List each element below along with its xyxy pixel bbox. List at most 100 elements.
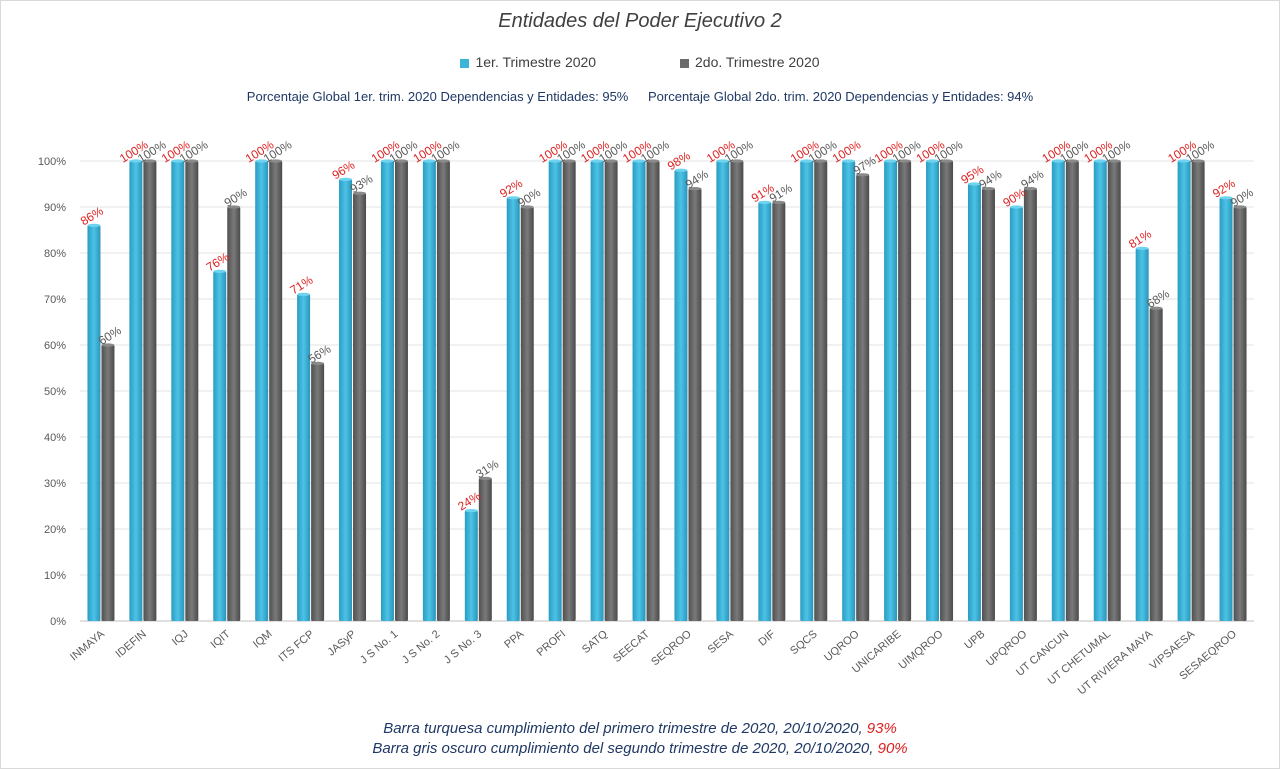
bar-q2 — [688, 188, 702, 621]
bar-q1 — [1051, 161, 1065, 621]
bar-q2 — [1149, 308, 1163, 621]
bar-q2 — [269, 161, 283, 621]
y-axis: 0% 10% 20% 30% 40% 50% 60% 70% 80% 90% 100% — [38, 156, 66, 628]
bar-q1 — [1009, 207, 1023, 621]
bar-q2 — [1023, 188, 1037, 621]
bar-q2-top — [1023, 187, 1037, 191]
bar-q2-top — [185, 159, 199, 163]
footer-line-2-pct: 90% — [877, 740, 908, 757]
bar-q1-top — [632, 159, 646, 163]
bar-q2-top — [353, 191, 367, 195]
legend-label-q2: 2do. Trimestre 2020 — [695, 54, 820, 70]
bar-q1-top — [758, 200, 772, 204]
bar-q2-top — [730, 159, 744, 163]
bar-q1 — [129, 161, 143, 621]
bar-q1-top — [255, 159, 269, 163]
y-tick-label: 30% — [44, 478, 66, 490]
global-q2-text: Porcentaje Global 2do. trim. 2020 Depend… — [648, 89, 1034, 104]
bar-q2-top — [101, 343, 115, 347]
bars — [87, 159, 1247, 622]
bar-q2-top — [604, 159, 618, 163]
bar-q1-top — [716, 159, 730, 163]
bar-q2 — [814, 161, 828, 621]
x-tick-label: IDEFIN — [113, 628, 148, 660]
bar-q2 — [185, 161, 199, 621]
bar-q1 — [213, 271, 227, 621]
x-tick-label: IQJ — [170, 628, 191, 648]
footer-line-1: Barra turquesa cumplimiento del primero … — [0, 720, 1280, 737]
bar-q1 — [800, 161, 814, 621]
legend: 1er. Trimestre 2020 2do. Trimestre 2020 — [0, 54, 1280, 70]
bar-q1 — [548, 161, 562, 621]
bar-q1-top — [1177, 159, 1191, 163]
bar-q1-top — [1051, 159, 1065, 163]
bar-q1-top — [171, 159, 185, 163]
bar-q2 — [1107, 161, 1121, 621]
x-tick-label: ITS FCP — [277, 628, 317, 664]
bar-q1 — [464, 510, 478, 621]
bar-q1-top — [1135, 246, 1149, 250]
bar-q2-top — [688, 187, 702, 191]
global-percentages: Porcentaje Global 1er. trim. 2020 Depend… — [0, 89, 1280, 104]
data-labels: 86%60%100%100%100%100%76%90%100%100%71%5… — [78, 137, 1256, 513]
footer-line-2-text: Barra gris oscuro cumplimiento del segun… — [372, 740, 874, 757]
bar-q1-top — [380, 159, 394, 163]
legend-item-q2: 2do. Trimestre 2020 — [680, 54, 820, 70]
bar-q1-top — [1219, 196, 1233, 200]
bar-q1 — [716, 161, 730, 621]
bar-q2 — [1233, 207, 1247, 621]
bar-q2 — [311, 363, 325, 621]
y-tick-label: 80% — [44, 248, 66, 260]
bar-q2-top — [1065, 159, 1079, 163]
bar-q2 — [940, 161, 954, 621]
bar-q1 — [590, 161, 604, 621]
bar-q1-top — [297, 292, 311, 296]
x-tick-label: IQIT — [209, 628, 233, 651]
x-tick-label: UT RIVIERA MAYA — [1076, 628, 1156, 698]
x-tick-label: PPA — [502, 628, 526, 651]
bar-q1-top — [674, 168, 688, 172]
bar-q1 — [87, 225, 101, 621]
bar-q1 — [967, 184, 981, 621]
bar-q1 — [506, 197, 520, 622]
x-tick-label: SATQ — [580, 628, 610, 656]
bar-q2-top — [269, 159, 283, 163]
bar-q2-top — [1233, 205, 1247, 209]
bar-q2-top — [143, 159, 157, 163]
bar-q2 — [520, 207, 534, 621]
bar-q2-top — [814, 159, 828, 163]
legend-swatch-q1 — [460, 58, 470, 68]
bar-q1-top — [422, 159, 436, 163]
bar-q2-top — [1107, 159, 1121, 163]
bar-q2 — [981, 188, 995, 621]
bar-q1-top — [464, 509, 478, 513]
bar-q1 — [171, 161, 185, 621]
x-tick-label: SESA — [706, 628, 737, 656]
bar-q1 — [1219, 197, 1233, 622]
bar-q1-top — [884, 159, 898, 163]
bar-q1 — [380, 161, 394, 621]
x-axis: INMAYA IDEFIN IQJ IQIT IQM ITS FCP JASyP J S No… — [68, 628, 1239, 698]
bar-q2 — [227, 207, 241, 621]
bar-q1-top — [842, 159, 856, 163]
bar-q2-top — [856, 173, 870, 177]
x-tick-label: J S No. 3 — [442, 628, 484, 666]
bar-q2-top — [1149, 306, 1163, 310]
bar-q2 — [436, 161, 450, 621]
bar-q1-top — [926, 159, 940, 163]
bar-q2 — [562, 161, 576, 621]
bar-q1 — [674, 170, 688, 621]
bar-q2 — [772, 202, 786, 621]
bar-q1-top — [548, 159, 562, 163]
footer-line-1-text: Barra turquesa cumplimiento del primero … — [383, 720, 863, 737]
y-tick-label: 20% — [44, 524, 66, 536]
bar-q2 — [856, 174, 870, 622]
bar-q2-top — [898, 159, 912, 163]
bar-q2 — [1191, 161, 1205, 621]
chart-title: Entidades del Poder Ejecutivo 2 — [498, 10, 782, 32]
footer-line-1-pct: 93% — [866, 720, 897, 737]
bar-q2 — [143, 161, 157, 621]
x-tick-label: UIMQROO — [897, 628, 946, 672]
bar-q1-top — [590, 159, 604, 163]
